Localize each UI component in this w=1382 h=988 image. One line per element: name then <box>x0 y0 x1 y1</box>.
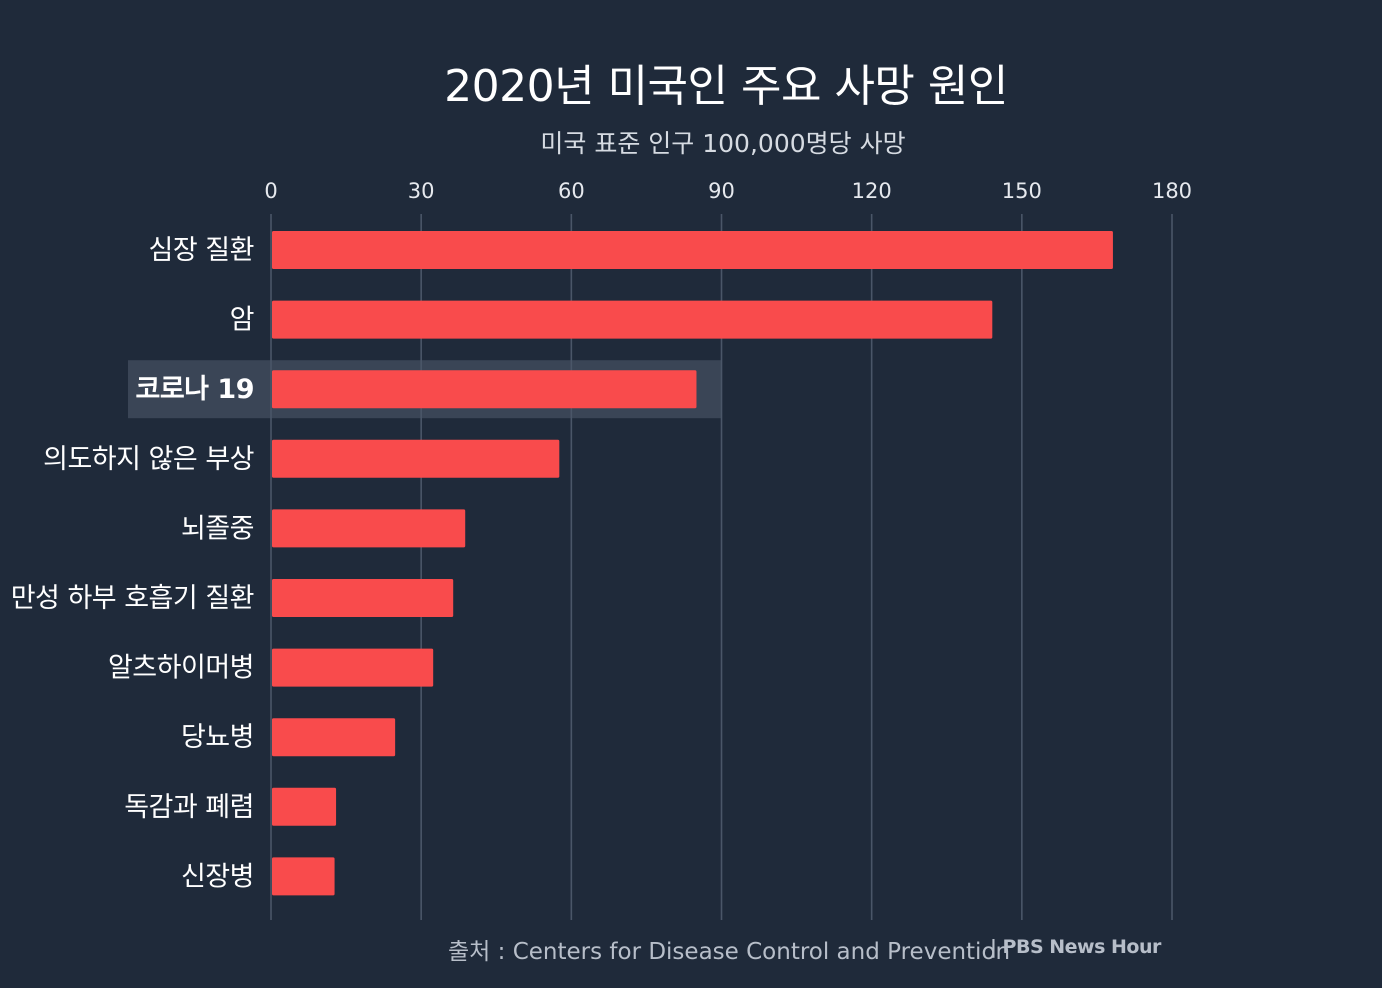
category-label: 암 <box>230 305 254 336</box>
source-note: 출처 : Centers for Disease Control and Pre… <box>448 939 1011 965</box>
bar <box>272 231 1113 269</box>
category-label: 만성 하부 호흡기 질환 <box>11 583 254 614</box>
category-label: 뇌졸중 <box>181 513 254 544</box>
bar <box>272 857 335 896</box>
bar <box>272 370 697 409</box>
bar <box>272 787 337 826</box>
x-tick-label: 120 <box>852 179 892 203</box>
chart-subtitle: 미국 표준 인구 100,000명당 사망 <box>540 129 906 158</box>
bar <box>272 439 560 478</box>
category-label: 알츠하이머병 <box>108 653 254 684</box>
category-label: 당뇨병 <box>181 722 254 753</box>
category-label: 코로나 19 <box>136 374 255 405</box>
category-label: 독감과 폐렴 <box>124 792 254 823</box>
x-tick-label: 90 <box>708 179 735 203</box>
bar <box>272 579 454 617</box>
x-tick-label: 0 <box>264 179 277 203</box>
bar <box>272 648 434 687</box>
chart-title: 2020년 미국인 주요 사망 원인 <box>444 61 1008 112</box>
bar <box>272 718 396 757</box>
x-tick-label: 180 <box>1152 179 1192 203</box>
bar <box>272 300 993 339</box>
brand-credit: | PBS News Hour <box>990 936 1161 958</box>
category-label: 신장병 <box>181 861 254 892</box>
x-tick-label: 30 <box>408 179 435 203</box>
category-label: 심장 질환 <box>149 235 254 266</box>
bar <box>272 509 466 548</box>
x-tick-label: 60 <box>558 179 585 203</box>
category-label: 의도하지 않은 부상 <box>43 444 254 475</box>
x-tick-label: 150 <box>1002 179 1042 203</box>
